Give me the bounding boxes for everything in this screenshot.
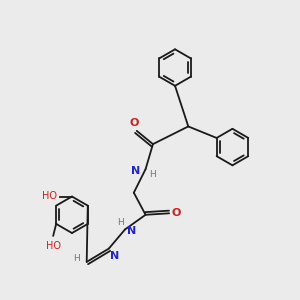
Text: N: N bbox=[110, 251, 119, 261]
Text: N: N bbox=[131, 166, 140, 176]
Text: H: H bbox=[149, 170, 156, 179]
Text: HO: HO bbox=[42, 191, 57, 201]
Text: H: H bbox=[74, 254, 80, 263]
Text: H: H bbox=[117, 218, 124, 227]
Text: N: N bbox=[127, 226, 136, 236]
Text: O: O bbox=[172, 208, 181, 218]
Text: HO: HO bbox=[46, 241, 61, 251]
Text: O: O bbox=[130, 118, 139, 128]
